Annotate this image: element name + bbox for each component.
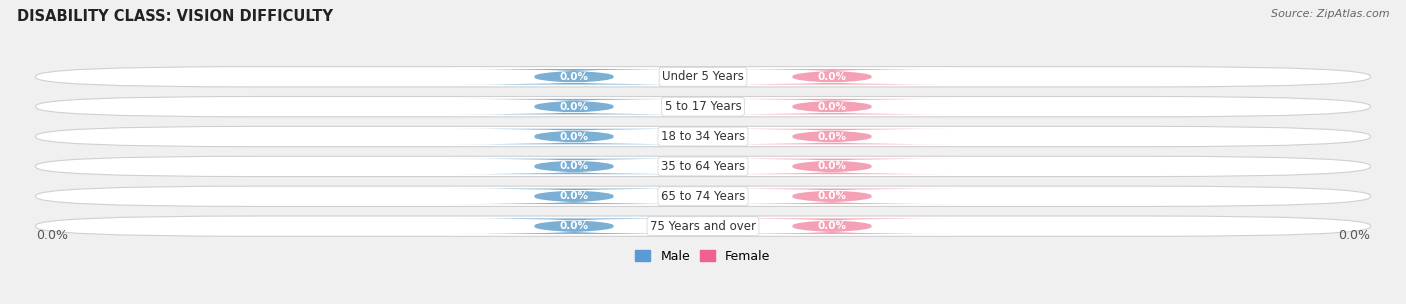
Text: 0.0%: 0.0% (560, 191, 589, 201)
FancyBboxPatch shape (449, 129, 700, 144)
Text: 0.0%: 0.0% (817, 191, 846, 201)
Text: 0.0%: 0.0% (817, 221, 846, 231)
Text: 0.0%: 0.0% (560, 132, 589, 142)
FancyBboxPatch shape (706, 218, 957, 234)
Text: 0.0%: 0.0% (1339, 229, 1371, 242)
FancyBboxPatch shape (35, 96, 1371, 117)
FancyBboxPatch shape (706, 188, 957, 204)
Text: 0.0%: 0.0% (560, 102, 589, 112)
FancyBboxPatch shape (449, 188, 700, 204)
FancyBboxPatch shape (706, 69, 957, 85)
FancyBboxPatch shape (449, 218, 700, 234)
Text: DISABILITY CLASS: VISION DIFFICULTY: DISABILITY CLASS: VISION DIFFICULTY (17, 9, 333, 24)
FancyBboxPatch shape (449, 69, 700, 85)
FancyBboxPatch shape (35, 156, 1371, 177)
FancyBboxPatch shape (706, 99, 957, 114)
Text: 18 to 34 Years: 18 to 34 Years (661, 130, 745, 143)
Text: 0.0%: 0.0% (560, 161, 589, 171)
Text: 35 to 64 Years: 35 to 64 Years (661, 160, 745, 173)
FancyBboxPatch shape (449, 159, 700, 174)
Text: 0.0%: 0.0% (817, 132, 846, 142)
Legend: Male, Female: Male, Female (630, 245, 776, 268)
FancyBboxPatch shape (35, 216, 1371, 236)
Text: 0.0%: 0.0% (817, 102, 846, 112)
Text: 0.0%: 0.0% (560, 72, 589, 82)
FancyBboxPatch shape (35, 186, 1371, 206)
FancyBboxPatch shape (35, 126, 1371, 147)
Text: 75 Years and over: 75 Years and over (650, 220, 756, 233)
Text: Under 5 Years: Under 5 Years (662, 70, 744, 83)
Text: 65 to 74 Years: 65 to 74 Years (661, 190, 745, 203)
FancyBboxPatch shape (449, 99, 700, 114)
FancyBboxPatch shape (706, 129, 957, 144)
Text: Source: ZipAtlas.com: Source: ZipAtlas.com (1271, 9, 1389, 19)
Text: 0.0%: 0.0% (35, 229, 67, 242)
Text: 5 to 17 Years: 5 to 17 Years (665, 100, 741, 113)
Text: 0.0%: 0.0% (560, 221, 589, 231)
Text: 0.0%: 0.0% (817, 161, 846, 171)
FancyBboxPatch shape (35, 67, 1371, 87)
Text: 0.0%: 0.0% (817, 72, 846, 82)
FancyBboxPatch shape (706, 159, 957, 174)
